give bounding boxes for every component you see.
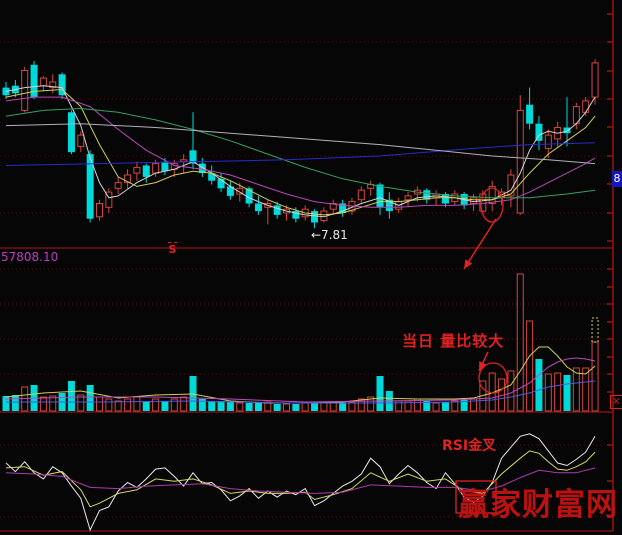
sell-marker-dash-icon	[168, 242, 177, 243]
rsi-annotation-text: RSI金叉	[442, 438, 497, 454]
price-axis-badge: 8	[612, 171, 622, 187]
volume-annotation-text: 当日 量比较大	[402, 332, 505, 350]
panel-close-icon[interactable]: ×	[610, 395, 622, 409]
sell-marker-label: S	[168, 243, 177, 256]
site-watermark: 赢家财富网	[458, 487, 618, 523]
volume-readout: 57808.10	[1, 250, 59, 264]
sell-signal-marker: S	[168, 242, 177, 255]
price-low-label: ←7.81	[311, 228, 348, 242]
